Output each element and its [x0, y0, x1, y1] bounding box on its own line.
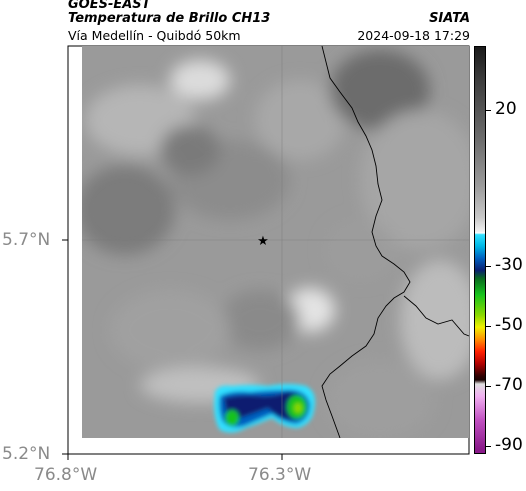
colorbar-tick: [486, 266, 491, 267]
colorbar: [474, 46, 486, 454]
star-icon: ★: [257, 234, 269, 249]
convective-cloud: [214, 384, 315, 433]
colorbar-tick: [486, 326, 491, 327]
colorbar-label: 20: [495, 99, 517, 119]
datetime-label: 2024-09-18 17:29: [357, 28, 470, 43]
department-border: [321, 46, 411, 438]
product-title: Temperatura de Brillo CH13: [68, 11, 271, 26]
brightness-temperature-field: [82, 46, 469, 438]
lat-label: 5.7°N: [2, 230, 51, 250]
agency-label: SIATA: [429, 11, 470, 26]
colorbar-tick: [486, 110, 491, 111]
satellite-name: GOES-EAST: [68, 0, 151, 12]
colorbar-label: -70: [495, 375, 523, 395]
colorbar-label: -50: [495, 315, 523, 335]
region-label: Vía Medellín - Quibdó 50km: [68, 28, 241, 43]
colorbar-label: -90: [495, 435, 523, 455]
department-border-east: [403, 295, 469, 337]
colorbar-tick: [486, 446, 491, 447]
lon-label: 76.3°W: [248, 465, 312, 485]
lon-label: 76.8°W: [34, 465, 98, 485]
lat-label: 5.2°N: [2, 444, 51, 464]
colorbar-tick: [486, 386, 491, 387]
colorbar-label: -30: [495, 255, 523, 275]
